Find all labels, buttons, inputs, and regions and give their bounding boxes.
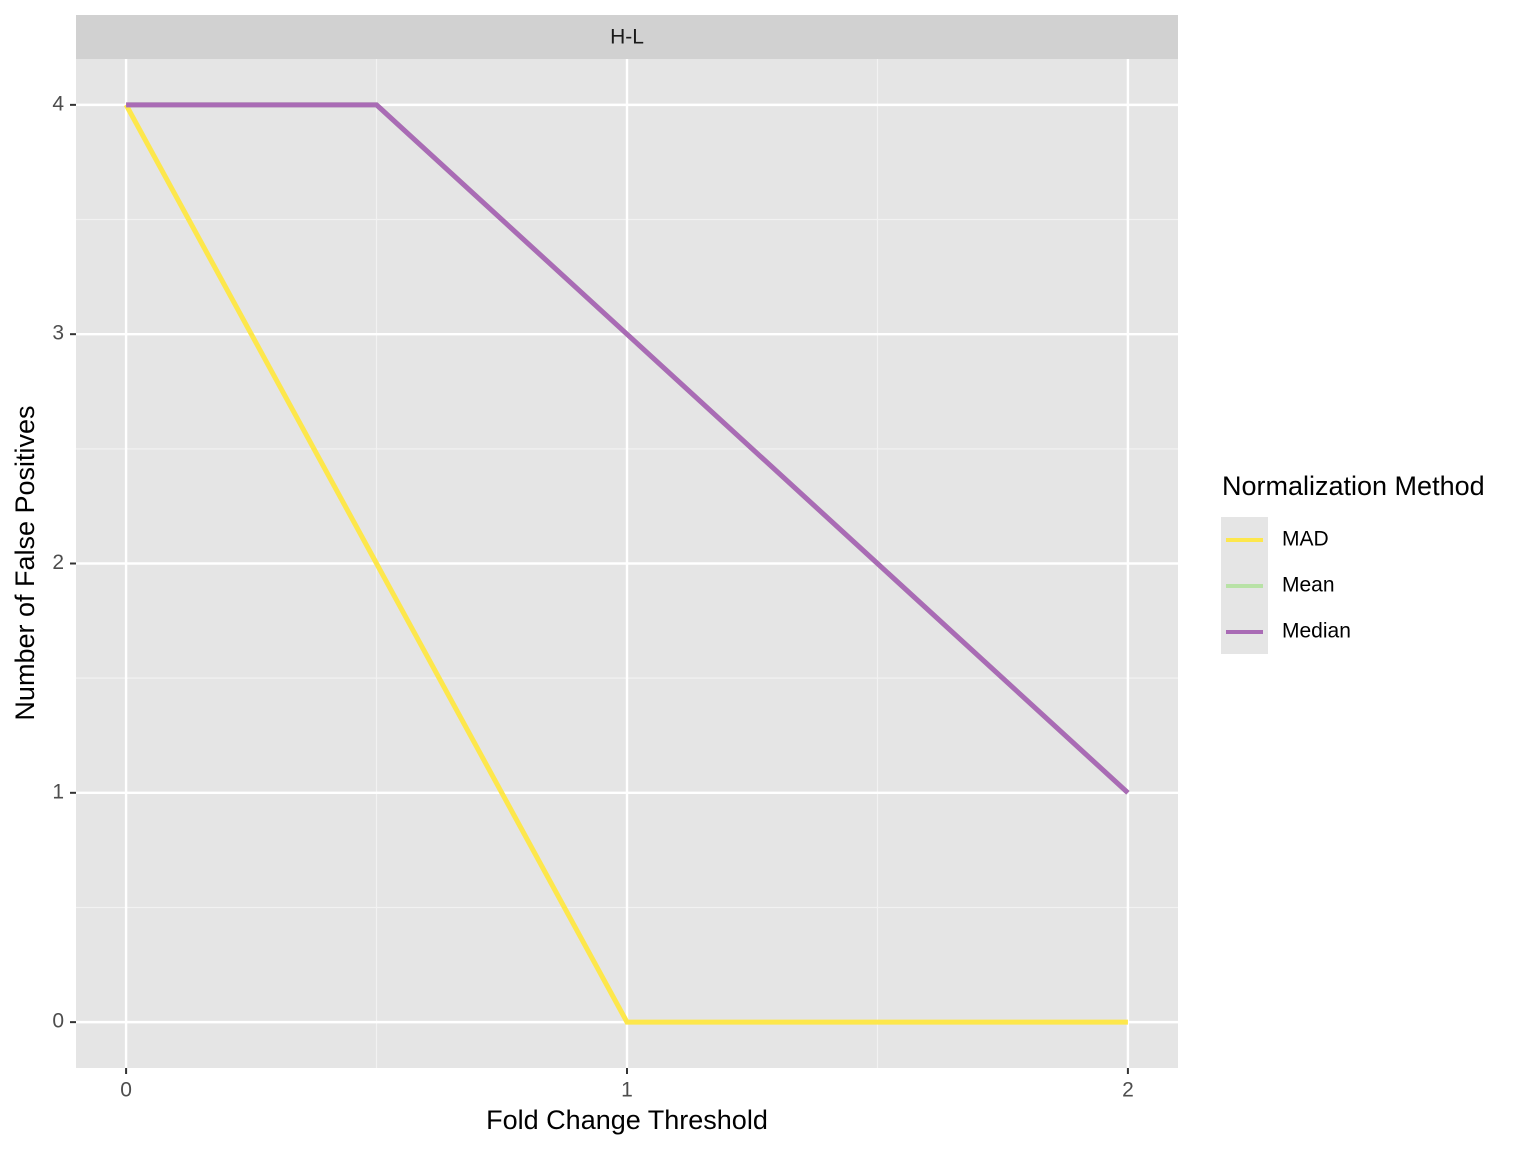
y-axis-label: Number of False Positives bbox=[10, 405, 40, 720]
y-tick-label: 3 bbox=[52, 322, 64, 345]
y-tick-label: 2 bbox=[52, 551, 64, 574]
line bbox=[123, 103, 1128, 1025]
y-tick-label: 1 bbox=[52, 780, 64, 803]
strip-label: H-L bbox=[610, 26, 644, 49]
legend-label: Mean bbox=[1282, 574, 1335, 597]
x-axis-label: Fold Change Threshold bbox=[486, 1105, 768, 1135]
legend-title: Normalization Method bbox=[1222, 471, 1485, 501]
legend-label: MAD bbox=[1282, 528, 1329, 551]
strip bbox=[76, 15, 1178, 59]
x-tick-label: 2 bbox=[1122, 1079, 1134, 1102]
y-tick-label: 0 bbox=[52, 1010, 64, 1033]
x-tick-label: 1 bbox=[621, 1079, 633, 1102]
line bbox=[126, 102, 1130, 795]
x-tick-label: 0 bbox=[120, 1079, 132, 1102]
legend-label: Median bbox=[1282, 620, 1351, 643]
y-tick-label: 4 bbox=[52, 92, 64, 115]
